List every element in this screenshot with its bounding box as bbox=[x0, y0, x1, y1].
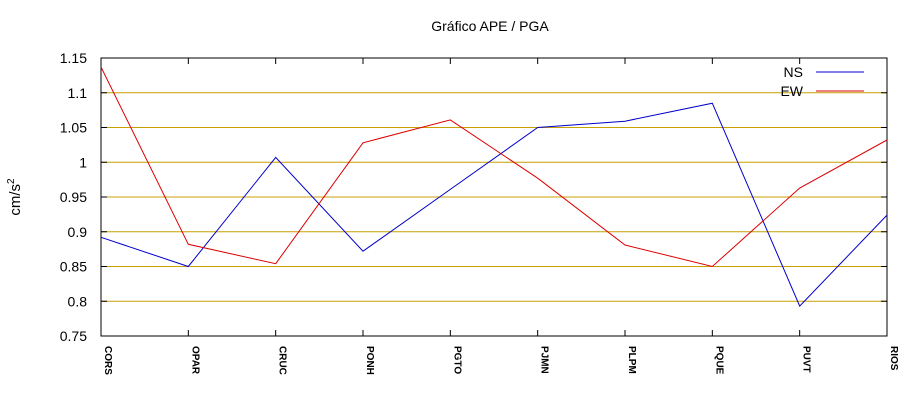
x-tick-label: PONH bbox=[364, 346, 375, 375]
y-axis-label-text: cm/s bbox=[7, 184, 24, 216]
x-tick-label: RIOS bbox=[888, 346, 899, 371]
y-axis-label: cm/s2 bbox=[6, 178, 24, 216]
y-tick-label: 0.95 bbox=[60, 189, 87, 205]
y-tick-label: 1.05 bbox=[60, 120, 87, 136]
series-lines bbox=[100, 66, 888, 307]
series-line-ew bbox=[100, 66, 888, 268]
grid-lines bbox=[101, 92, 887, 302]
y-tick-label: 1.15 bbox=[60, 50, 87, 66]
legend-label-ns: NS bbox=[784, 64, 803, 80]
y-tick-label: 0.85 bbox=[60, 259, 87, 275]
x-tick-label: CORS bbox=[102, 346, 113, 375]
x-tick-label: PQUE bbox=[713, 346, 724, 375]
y-tick-label: 0.75 bbox=[60, 328, 87, 344]
svg-text:cm/s2: cm/s2 bbox=[6, 178, 24, 216]
y-tick-label: 0.9 bbox=[68, 224, 88, 240]
y-tick-label: 0.8 bbox=[68, 293, 88, 309]
x-tick-label: PJMN bbox=[539, 346, 550, 374]
series-line-ns bbox=[100, 102, 888, 307]
x-tick-label: OPAR bbox=[189, 346, 200, 375]
y-tick-label: 1.1 bbox=[68, 85, 88, 101]
legend-label-ew: EW bbox=[780, 83, 803, 99]
x-tick-label: PUVT bbox=[801, 346, 812, 373]
y-tick-label: 1 bbox=[79, 154, 87, 170]
chart-title: Gráfico APE / PGA bbox=[431, 18, 549, 34]
x-axis-ticks: CORS OPAR CRUC PONH PGTO PJMN PLPM PQUE PUVT RIOS bbox=[100, 58, 899, 375]
x-tick-label: CRUC bbox=[277, 346, 288, 375]
y-axis-ticks: 0.75 0.8 0.85 0.9 0.95 1 1.05 1.1 1.15 bbox=[60, 50, 887, 344]
x-tick-label: PLPM bbox=[626, 346, 637, 374]
legend: NS EW bbox=[780, 64, 864, 99]
x-tick-label: PGTO bbox=[451, 346, 462, 374]
y-axis-label-exponent: 2 bbox=[6, 178, 17, 184]
